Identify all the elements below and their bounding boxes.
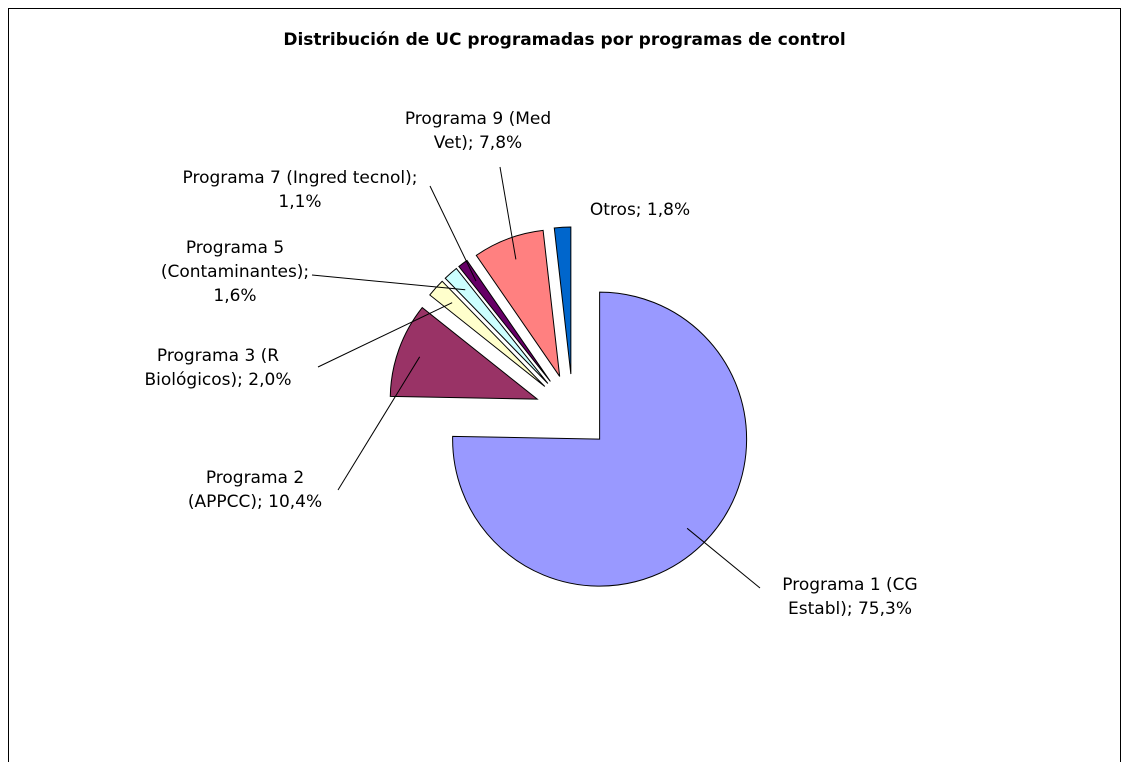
chart-frame	[8, 8, 1121, 762]
leader-line	[317, 302, 453, 368]
pie-slice	[452, 291, 748, 587]
pie-slice	[389, 306, 539, 400]
data-label: Programa 7 (Ingred tecnol); 1,1%	[182, 168, 418, 212]
pie-slice	[444, 267, 549, 384]
data-label: Programa 1 (CG Establ); 75,3%	[782, 575, 918, 619]
leader-line	[337, 356, 421, 491]
leader-line	[499, 166, 517, 260]
pie-slice	[553, 226, 572, 375]
leader-line	[429, 185, 477, 282]
chart-title: Distribución de UC programadas por progr…	[283, 30, 846, 50]
pie-slice	[458, 259, 551, 382]
data-label: Programa 9 (Med Vet); 7,8%	[404, 109, 552, 153]
leader-line	[311, 274, 466, 291]
data-label: Programa 5 (Contaminantes); 1,6%	[160, 238, 310, 306]
pie-slice	[429, 280, 546, 387]
pie-slice	[475, 229, 561, 377]
data-label: Otros; 1,8%	[589, 200, 691, 220]
leader-line	[686, 527, 761, 589]
data-label: Programa 3 (R Biológicos); 2,0%	[144, 346, 292, 390]
data-label: Programa 2 (APPCC); 10,4%	[187, 468, 323, 512]
